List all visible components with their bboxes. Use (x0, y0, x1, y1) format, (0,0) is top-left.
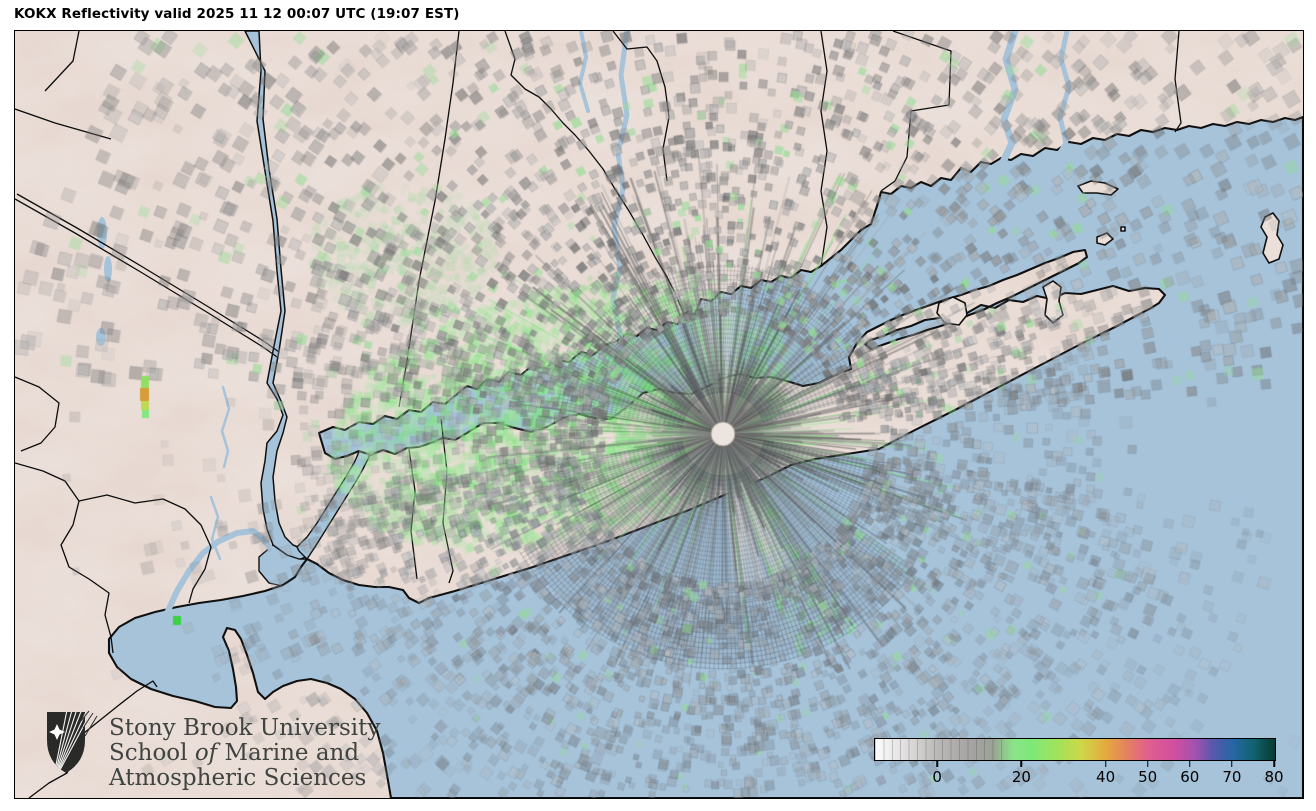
institution-logo: Stony Brook University School of Marine … (45, 710, 380, 791)
colorbar-gradient (874, 738, 1276, 761)
colorbar-tick-label: 70 (1222, 768, 1242, 786)
reflectivity-colorbar: 0 20 40 50 60 70 80 (874, 738, 1284, 788)
colorbar-tick-label: 50 (1138, 768, 1158, 786)
colorbar-tick-label: 20 (1011, 768, 1031, 786)
logo-line-3: Atmospheric Sciences (109, 765, 367, 791)
colorbar-discrete-stripes (875, 739, 1007, 760)
colorbar-tick-label: 40 (1096, 768, 1116, 786)
colorbar-tick-label: 80 (1264, 768, 1284, 786)
colorbar-tickmark (1231, 761, 1233, 767)
logo-line-1: Stony Brook University (109, 715, 381, 741)
colorbar-tick-label: 60 (1180, 768, 1200, 786)
colorbar-tickmark (1104, 761, 1107, 767)
colorbar-tickmark (1020, 761, 1023, 767)
colorbar-tickmark (1273, 761, 1275, 767)
colorbar-tickmark (1146, 761, 1149, 767)
figure-title: KOKX Reflectivity valid 2025 11 12 00:07… (14, 6, 460, 22)
colorbar-tick-label: 0 (932, 768, 942, 786)
logo-line-2: School of Marine and (109, 740, 360, 766)
colorbar-tickmark (1189, 761, 1191, 767)
colorbar-tickmark (936, 761, 938, 767)
radar-map: Stony Brook University School of Marine … (14, 30, 1304, 799)
logo-text: Stony Brook University School of Marine … (109, 716, 380, 791)
stony-brook-shield-icon (47, 710, 98, 773)
star-glyph (49, 724, 65, 740)
radar-echo-layer (15, 31, 1303, 798)
